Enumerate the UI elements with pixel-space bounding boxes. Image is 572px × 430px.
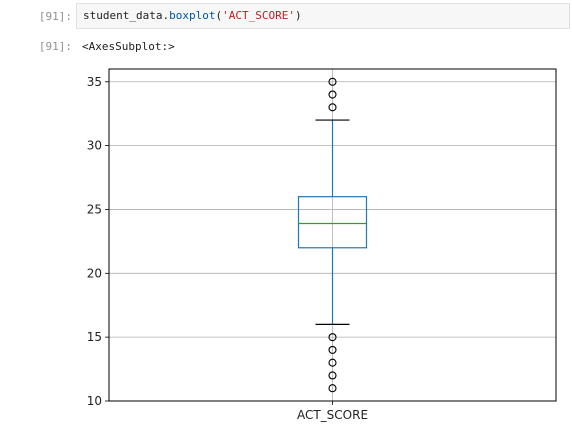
code-string-arg: 'ACT_SCORE': [222, 9, 295, 22]
y-tick-label: 10: [87, 394, 102, 408]
y-tick-label: 25: [87, 202, 102, 216]
outlier-point: [328, 358, 337, 367]
boxplot-chart: 10 15 20 25 30 35 ACT_SCORE: [87, 68, 557, 422]
output-prompt: [91]:: [38, 40, 72, 53]
code-var: student_data: [83, 9, 163, 22]
outlier-point: [328, 90, 337, 99]
outlier-point: [328, 384, 337, 393]
input-prompt: [91]:: [38, 10, 72, 23]
output-text: <AxesSubplot:>: [82, 40, 175, 53]
y-tick-label: 35: [87, 75, 102, 89]
x-tick-label: ACT_SCORE: [297, 408, 368, 422]
y-tick-label: 20: [87, 266, 102, 280]
outlier-point: [328, 345, 337, 354]
outlier-point: [328, 333, 337, 342]
code-dot: .: [162, 9, 170, 22]
code-method: boxplot: [169, 9, 216, 22]
outlier-point: [328, 77, 337, 86]
y-tick-label: 30: [87, 139, 102, 153]
code-open-paren: (: [215, 9, 223, 22]
code-close-paren: ): [294, 9, 302, 22]
outlier-point: [328, 103, 337, 112]
outlier-point: [328, 371, 337, 380]
code-cell[interactable]: student_data.boxplot('ACT_SCORE'): [76, 3, 570, 29]
iqr-box: [297, 196, 368, 249]
y-tick-label: 15: [87, 330, 102, 344]
